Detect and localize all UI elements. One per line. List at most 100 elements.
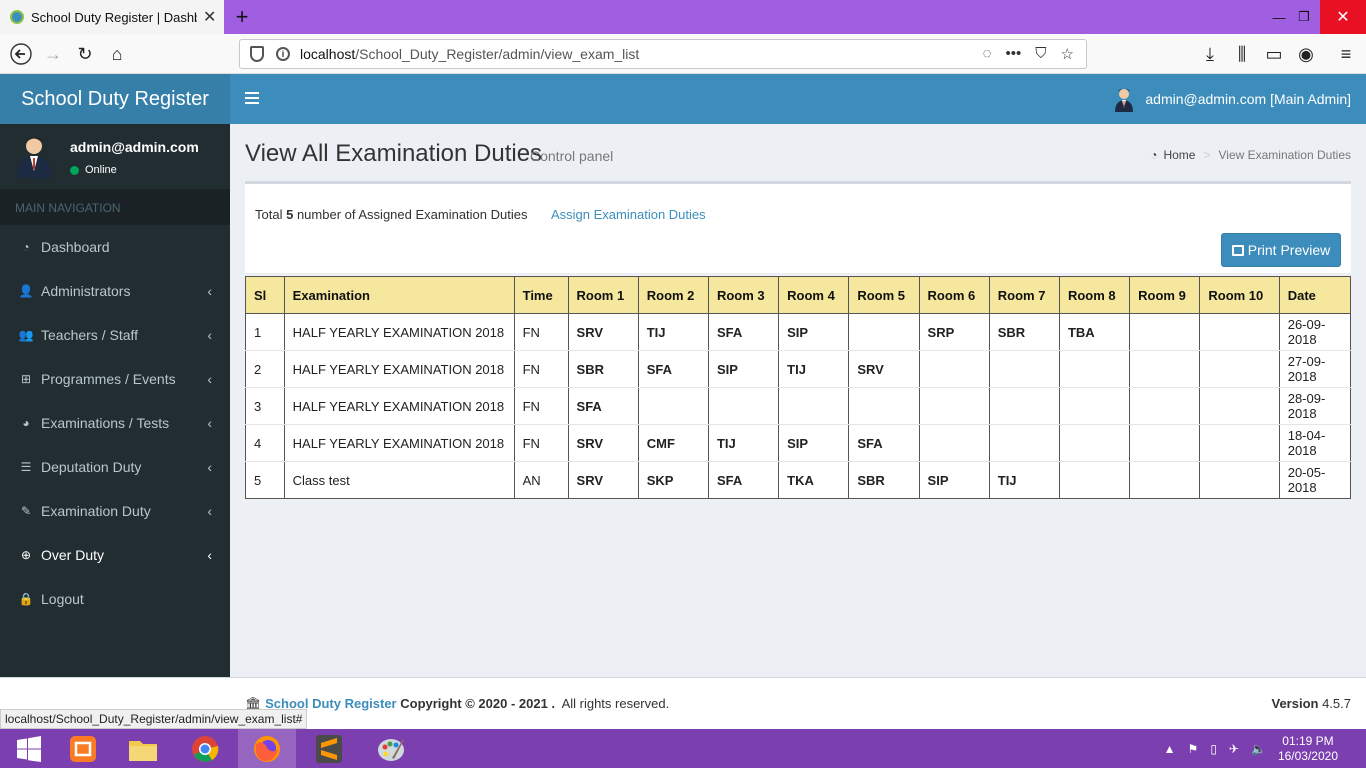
sidebar-item-over-duty[interactable]: ⊕ Over Duty ‹ bbox=[0, 533, 230, 577]
sublime-taskbar-icon[interactable] bbox=[300, 729, 358, 768]
column-header: Room 8 bbox=[1058, 276, 1131, 314]
table-cell bbox=[1129, 461, 1201, 499]
table-cell: SRV bbox=[567, 461, 639, 499]
user-menu[interactable]: admin@admin.com [Main Admin] bbox=[1113, 74, 1351, 124]
favicon-icon bbox=[10, 10, 24, 24]
breadcrumb: ◔ Home > View Examination Duties bbox=[1150, 148, 1351, 162]
sidebar-item-examination-duty[interactable]: ✎ Examination Duty ‹ bbox=[0, 489, 230, 533]
table-row: 4 HALF YEARLY EXAMINATION 2018 FN SRV CMF TIJ… bbox=[245, 424, 1352, 462]
table-cell: 3 bbox=[245, 387, 285, 425]
account-icon[interactable]: ◉ bbox=[1298, 43, 1314, 64]
table-cell: SRV bbox=[848, 350, 920, 388]
tab-close-icon[interactable]: ✕ bbox=[203, 9, 217, 26]
window-minimize-button[interactable]: — bbox=[1272, 9, 1286, 25]
chevron-left-icon: ‹ bbox=[207, 283, 212, 299]
taskbar-clock[interactable]: 01:19 PM 16/03/2020 bbox=[1277, 733, 1338, 763]
table-cell: SFA bbox=[567, 387, 639, 425]
table-cell: SBR bbox=[988, 313, 1060, 351]
flag-icon[interactable]: ⚑ bbox=[1187, 741, 1199, 756]
page-title: View All Examination Duties bbox=[245, 140, 543, 167]
table-cell: HALF YEARLY EXAMINATION 2018 bbox=[283, 313, 515, 351]
sidebar-item-teachers[interactable]: 👥 Teachers / Staff ‹ bbox=[0, 313, 230, 357]
table-cell: SFA bbox=[637, 350, 709, 388]
chevron-left-icon: ‹ bbox=[207, 503, 212, 519]
chrome-taskbar-icon[interactable] bbox=[176, 729, 234, 768]
sidebar-item-label: Examination Duty bbox=[41, 503, 151, 519]
sidebar-item-label: Logout bbox=[41, 591, 84, 607]
table-cell bbox=[1129, 387, 1201, 425]
chevron-left-icon: ‹ bbox=[207, 327, 212, 343]
sidebar: admin@admin.com Online MAIN NAVIGATION ◔… bbox=[0, 124, 230, 677]
sidebar-item-examinations[interactable]: ◕ Examinations / Tests ‹ bbox=[0, 401, 230, 445]
info-icon[interactable]: i bbox=[276, 47, 290, 61]
app-header: School Duty Register admin@admin.com [Ma… bbox=[0, 74, 1366, 124]
sidebar-item-logout[interactable]: 🔒 Logout bbox=[0, 577, 230, 621]
table-cell bbox=[988, 424, 1060, 462]
lightbulb-icon[interactable]: ◌ bbox=[982, 45, 992, 62]
window-close-button[interactable]: ✕ bbox=[1320, 0, 1366, 34]
sidebar-item-programmes[interactable]: ⊞ Programmes / Events ‹ bbox=[0, 357, 230, 401]
shield-icon bbox=[250, 46, 264, 62]
firefox-taskbar-icon[interactable] bbox=[238, 729, 296, 768]
sidebar-item-label: Administrators bbox=[41, 283, 131, 299]
assign-duties-link[interactable]: Assign Examination Duties bbox=[551, 207, 706, 222]
reload-button[interactable]: ↻ bbox=[77, 43, 93, 64]
show-hidden-icons-icon[interactable]: ▲ bbox=[1163, 741, 1176, 756]
print-preview-button[interactable]: Print Preview bbox=[1221, 233, 1341, 267]
sidebar-item-label: Dashboard bbox=[41, 239, 110, 255]
browser-tab[interactable]: School Duty Register | Dashboard ✕ bbox=[0, 0, 224, 34]
back-button[interactable] bbox=[8, 41, 34, 67]
dashboard-icon: ◔ bbox=[22, 240, 30, 254]
xampp-taskbar-icon[interactable] bbox=[54, 729, 112, 768]
column-header: Room 3 bbox=[707, 276, 780, 314]
table-cell: SFA bbox=[848, 424, 920, 462]
footer-copyright: 🏛 School Duty Register Copyright © 2020 … bbox=[245, 696, 670, 711]
airplane-mode-icon[interactable]: ✈ bbox=[1228, 741, 1239, 756]
table-cell: TIJ bbox=[637, 313, 709, 351]
new-tab-button[interactable]: + bbox=[235, 4, 249, 29]
library-icon[interactable]: ⫼ bbox=[1237, 43, 1247, 64]
sidebar-toggle-icon[interactable]: ▭ bbox=[1265, 43, 1283, 64]
sidebar-item-administrators[interactable]: 👤 Administrators ‹ bbox=[0, 269, 230, 313]
battery-icon[interactable]: ▯ bbox=[1210, 741, 1217, 756]
table-cell: TKA bbox=[778, 461, 850, 499]
bookmark-star-icon[interactable]: ☆ bbox=[1060, 46, 1074, 63]
table-cell bbox=[848, 387, 920, 425]
url-bar[interactable]: i localhost/School_Duty_Register/admin/v… bbox=[239, 39, 1087, 69]
breadcrumb-home-link[interactable]: Home bbox=[1163, 148, 1196, 162]
table-cell bbox=[918, 350, 990, 388]
table-cell bbox=[1199, 313, 1280, 351]
downloads-icon[interactable]: ⤓ bbox=[1206, 43, 1214, 64]
paint-taskbar-icon[interactable] bbox=[362, 729, 420, 768]
app-logo[interactable]: School Duty Register bbox=[0, 74, 230, 124]
table-cell: SIP bbox=[778, 313, 850, 351]
sidebar-toggle-icon[interactable] bbox=[245, 92, 259, 104]
table-row: 3 HALF YEARLY EXAMINATION 2018 FN SFA 28-09-… bbox=[245, 387, 1352, 425]
volume-icon[interactable]: 🔈 bbox=[1250, 741, 1266, 756]
start-button[interactable] bbox=[0, 729, 58, 768]
home-button[interactable]: ⌂ bbox=[111, 43, 123, 64]
table-cell: FN bbox=[513, 313, 569, 351]
duty-summary: Total 5 number of Assigned Examination D… bbox=[255, 207, 528, 222]
menu-icon[interactable]: ≡ bbox=[1340, 43, 1352, 64]
window-restore-button[interactable]: ❐ bbox=[1298, 9, 1310, 24]
table-cell bbox=[918, 424, 990, 462]
list-icon: ☰ bbox=[20, 460, 32, 474]
sidebar-item-label: Over Duty bbox=[41, 547, 105, 563]
more-actions-icon[interactable]: ••• bbox=[1005, 45, 1022, 62]
pocket-icon[interactable]: ⛉ bbox=[1035, 45, 1047, 62]
sidebar-item-dashboard[interactable]: ◔ Dashboard bbox=[0, 225, 230, 269]
duty-table: Sl Examination Time Room 1 Room 2 Room 3 Room … bbox=[245, 276, 1352, 499]
table-cell: TIJ bbox=[778, 350, 850, 388]
file-explorer-taskbar-icon[interactable] bbox=[114, 729, 172, 768]
sidebar-item-label: Deputation Duty bbox=[41, 459, 142, 475]
table-cell: 1 bbox=[245, 313, 285, 351]
sidebar-item-label: Programmes / Events bbox=[41, 371, 176, 387]
table-cell: Class test bbox=[283, 461, 515, 499]
footer-brand-link[interactable]: School Duty Register bbox=[265, 696, 397, 711]
table-cell bbox=[1199, 387, 1280, 425]
sidebar-item-deputation[interactable]: ☰ Deputation Duty ‹ bbox=[0, 445, 230, 489]
url-text[interactable]: localhost/School_Duty_Register/admin/vie… bbox=[300, 46, 640, 62]
user-panel: admin@admin.com Online bbox=[0, 124, 230, 189]
forward-button[interactable]: → bbox=[44, 43, 62, 64]
